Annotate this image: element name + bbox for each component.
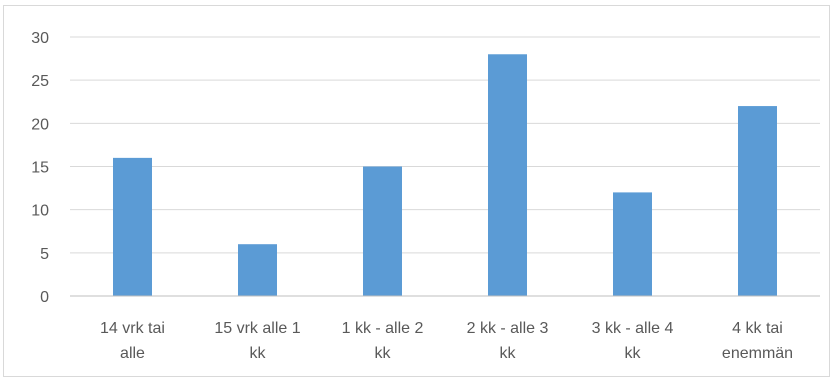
x-tick-label: alle [120, 345, 145, 362]
x-tick-label: kk [500, 345, 517, 362]
bar [363, 166, 402, 296]
y-tick-label: 0 [40, 289, 49, 306]
bar [238, 244, 277, 296]
x-tick-label: kk [625, 345, 642, 362]
bar [613, 192, 652, 296]
y-tick-label: 30 [31, 30, 49, 47]
y-tick-labels: 0 5 10 15 20 25 30 [31, 30, 49, 306]
x-tick-label: 4 kk tai [732, 320, 783, 337]
x-tick-labels: 14 vrk tai alle 15 vrk alle 1 kk 1 kk - alle… [100, 320, 793, 362]
y-tick-label: 25 [31, 73, 49, 90]
x-tick-label: kk [250, 345, 267, 362]
bars [113, 54, 777, 297]
x-tick-label: enemmän [722, 345, 793, 362]
bar [488, 54, 527, 297]
x-tick-label: 14 vrk tai [100, 320, 165, 337]
gridlines [70, 36, 820, 254]
y-tick-label: 15 [31, 160, 49, 177]
bar [113, 157, 152, 296]
x-tick-label: 3 kk - alle 4 [592, 320, 674, 337]
x-tick-label: kk [375, 345, 392, 362]
y-tick-label: 10 [31, 203, 49, 220]
x-tick-label: 15 vrk alle 1 [214, 320, 300, 337]
bar [738, 106, 777, 296]
y-tick-label: 5 [40, 246, 49, 263]
x-tick-label: 2 kk - alle 3 [467, 320, 549, 337]
y-tick-label: 20 [31, 116, 49, 133]
x-tick-label: 1 kk - alle 2 [342, 320, 424, 337]
